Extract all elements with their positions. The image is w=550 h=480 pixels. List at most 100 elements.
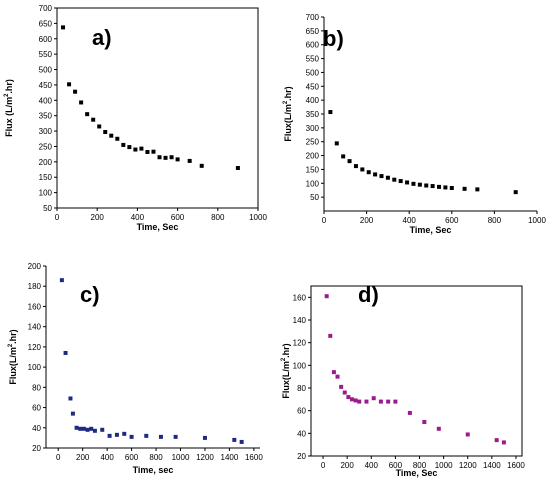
data-point xyxy=(97,124,102,129)
y-tick-label: 650 xyxy=(39,19,53,28)
y-tick-label: 550 xyxy=(39,50,53,59)
data-point xyxy=(127,145,132,150)
plot-frame xyxy=(310,285,523,457)
x-tick-label: 400 xyxy=(365,461,379,470)
data-point xyxy=(393,399,398,404)
data-point xyxy=(364,399,369,404)
data-point xyxy=(139,146,144,151)
y-tick-label: 600 xyxy=(39,35,53,44)
y-axis-label-sup: 2 xyxy=(281,357,287,361)
x-axis-label: Time, sec xyxy=(133,465,174,475)
data-point xyxy=(158,434,163,439)
data-point xyxy=(494,438,499,443)
x-tick-label: 1200 xyxy=(196,453,214,462)
data-point xyxy=(199,163,204,168)
y-tick-label: 300 xyxy=(39,127,53,136)
panel-label: b) xyxy=(323,26,344,51)
x-tick-label: 1400 xyxy=(221,453,239,462)
data-point xyxy=(353,164,358,169)
y-tick-label: 450 xyxy=(39,81,53,90)
x-tick-label: 600 xyxy=(125,453,139,462)
data-point xyxy=(405,180,410,185)
y-tick-label: 140 xyxy=(293,316,307,325)
data-point xyxy=(411,181,416,186)
data-point xyxy=(324,294,329,299)
data-point xyxy=(378,399,383,404)
data-point xyxy=(349,397,354,402)
y-tick-label: 80 xyxy=(297,384,306,393)
data-point xyxy=(475,187,480,192)
data-point xyxy=(366,170,371,175)
data-point xyxy=(392,177,397,182)
data-point xyxy=(169,155,174,160)
data-point xyxy=(501,440,506,445)
x-tick-label: 200 xyxy=(91,213,105,222)
data-point xyxy=(103,130,108,134)
y-tick-label: 250 xyxy=(39,142,53,151)
data-point xyxy=(328,110,333,115)
y-tick-label: 50 xyxy=(310,193,319,202)
data-point xyxy=(436,426,441,431)
data-point xyxy=(91,117,96,122)
y-tick-label: 100 xyxy=(306,179,320,188)
panel-label: d) xyxy=(358,282,379,307)
panel-label: c) xyxy=(80,282,100,307)
y-tick-label: 60 xyxy=(297,407,306,416)
x-tick-label: 400 xyxy=(100,453,114,462)
y-tick-label: 40 xyxy=(297,429,306,438)
y-axis-label: Flux(L/m2.hr) xyxy=(8,329,18,384)
x-tick-label: 1000 xyxy=(172,453,190,462)
data-point xyxy=(342,390,347,395)
data-point xyxy=(328,333,333,338)
y-axis-label-sup: 2 xyxy=(4,93,10,97)
data-point xyxy=(109,133,114,138)
y-axis-label: Flux(L/m2.hr) xyxy=(281,343,291,398)
x-tick-label: 600 xyxy=(389,461,403,470)
data-point xyxy=(114,432,119,437)
data-point xyxy=(133,147,138,152)
data-point xyxy=(335,374,340,379)
data-point xyxy=(173,434,178,439)
y-tick-label: 650 xyxy=(306,27,320,36)
axis-lines xyxy=(323,17,537,212)
data-point xyxy=(371,396,376,401)
x-tick-label: 1600 xyxy=(245,453,263,462)
x-axis-label: Time, Sec xyxy=(137,222,179,232)
y-tick-label: 120 xyxy=(28,343,42,352)
y-tick-label: 200 xyxy=(306,152,320,161)
y-axis-label-tail: .hr) xyxy=(8,329,18,344)
data-point xyxy=(61,25,66,30)
x-tick-label: 1400 xyxy=(483,461,501,470)
data-point xyxy=(386,399,391,404)
y-tick-label: 150 xyxy=(39,173,53,182)
data-point xyxy=(145,150,150,154)
data-point xyxy=(339,384,344,389)
x-axis-label: Time, Sec xyxy=(396,468,438,478)
data-point xyxy=(417,182,422,187)
y-axis-label-base: Flux(L/m xyxy=(283,104,293,142)
y-tick-label: 40 xyxy=(32,424,41,433)
y-tick-label: 400 xyxy=(39,96,53,105)
x-tick-label: 800 xyxy=(488,216,502,225)
y-tick-label: 300 xyxy=(306,124,320,133)
x-tick-label: 0 xyxy=(321,461,326,470)
data-point xyxy=(424,183,429,188)
data-point xyxy=(144,433,149,438)
data-point xyxy=(59,278,64,283)
data-point xyxy=(373,172,378,177)
panel-label: a) xyxy=(92,25,112,50)
data-point xyxy=(379,174,384,179)
data-point xyxy=(360,167,365,172)
y-tick-label: 350 xyxy=(39,112,53,121)
data-point xyxy=(107,433,112,438)
y-tick-label: 160 xyxy=(28,302,42,311)
y-tick-label: 500 xyxy=(39,66,53,75)
data-point xyxy=(407,410,412,415)
y-tick-label: 600 xyxy=(306,41,320,50)
data-point xyxy=(187,158,192,163)
y-tick-label: 450 xyxy=(306,82,320,91)
data-point xyxy=(122,431,127,436)
x-tick-label: 0 xyxy=(322,216,327,225)
data-point xyxy=(129,434,134,439)
data-point xyxy=(385,175,390,180)
